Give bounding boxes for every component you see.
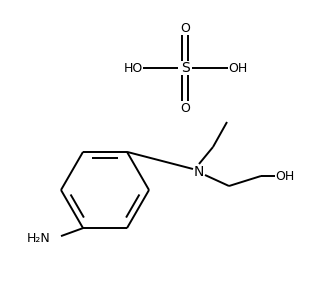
Text: S: S (181, 61, 189, 75)
Text: N: N (194, 165, 204, 179)
Text: O: O (180, 102, 190, 115)
Text: OH: OH (275, 169, 294, 183)
Text: H₂N: H₂N (27, 232, 51, 245)
Text: OH: OH (228, 62, 247, 75)
Text: O: O (180, 22, 190, 34)
Text: HO: HO (124, 62, 143, 75)
